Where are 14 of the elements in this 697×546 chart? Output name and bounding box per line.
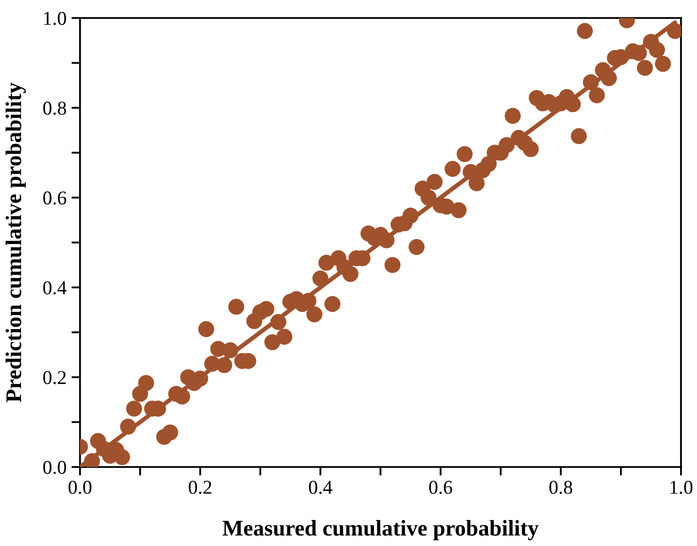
y-tick-label: 1.0	[44, 12, 66, 26]
y-tick-label: 0.6	[43, 191, 66, 205]
x-tick-label: 0.0	[68, 480, 92, 494]
x-axis-title: Measured cumulative probability	[222, 520, 539, 540]
y-tick-label: 0.8	[43, 102, 66, 115]
x-tick-label: 0.8	[549, 480, 572, 494]
x-tick-label: 1.0	[670, 480, 692, 494]
y-tick-label: 0.0	[43, 460, 66, 474]
y-tick-label: 0.4	[43, 281, 66, 294]
y-axis-title: Prediction cumulative probability	[6, 82, 26, 402]
x-tick-label: 0.6	[429, 480, 452, 494]
y-tick-label: 0.2	[43, 371, 66, 384]
x-tick-label: 0.4	[308, 480, 332, 494]
x-tick-label: 0.2	[188, 480, 212, 494]
